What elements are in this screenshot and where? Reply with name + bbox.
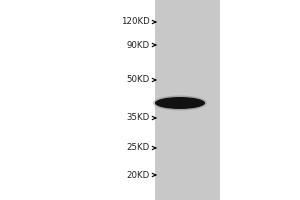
Text: 50KD: 50KD xyxy=(127,75,150,84)
Text: 20KD: 20KD xyxy=(127,170,150,180)
Text: 35KD: 35KD xyxy=(127,114,150,122)
Bar xyxy=(155,0,220,200)
Ellipse shape xyxy=(153,96,207,110)
Text: 25KD: 25KD xyxy=(127,144,150,152)
Ellipse shape xyxy=(155,97,205,109)
Text: 120KD: 120KD xyxy=(121,18,150,26)
Text: 90KD: 90KD xyxy=(127,40,150,49)
